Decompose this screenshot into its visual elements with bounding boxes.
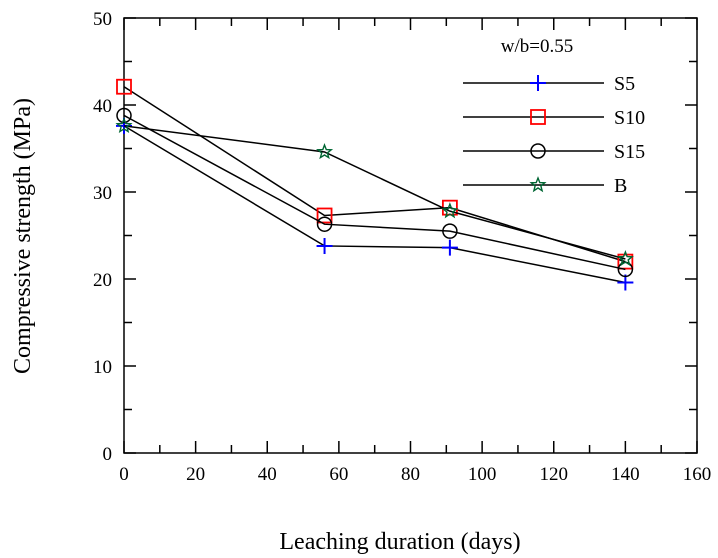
data-point-square xyxy=(316,207,333,224)
legend-label: S15 xyxy=(614,141,645,163)
data-point-star xyxy=(616,250,634,267)
x-tick-label: 20 xyxy=(186,464,205,485)
x-tick-label: 100 xyxy=(468,464,497,485)
series-line xyxy=(123,114,626,271)
legend-item-b: B xyxy=(463,175,627,197)
x-tick-label: 40 xyxy=(258,464,277,485)
y-tick-label: 40 xyxy=(93,96,112,117)
legend-label: S10 xyxy=(614,107,645,129)
plot-frame xyxy=(123,17,698,454)
data-point-square xyxy=(617,253,634,270)
x-axis-label: Leaching duration (days) xyxy=(279,529,520,555)
legend-item-s15: S15 xyxy=(463,141,645,163)
legend-marker xyxy=(530,75,546,91)
legend-item-s10: S10 xyxy=(463,107,645,129)
legend-item-s5: S5 xyxy=(463,73,635,95)
series-b xyxy=(115,116,634,267)
legend: w/b=0.55 S5 S10 S15 B xyxy=(463,36,645,197)
series-line xyxy=(123,125,626,260)
y-tick-label: 10 xyxy=(93,357,112,378)
x-tick-label: 60 xyxy=(329,464,348,485)
series-s15 xyxy=(116,107,634,278)
series-line xyxy=(123,86,626,263)
legend-label: S5 xyxy=(614,73,635,95)
data-point-circle xyxy=(116,107,132,124)
data-point-star xyxy=(115,116,133,134)
x-tick-label: 80 xyxy=(401,464,420,485)
legend-label: B xyxy=(614,175,627,197)
y-tick-label: 0 xyxy=(103,444,113,465)
legend-title: w/b=0.55 xyxy=(501,36,573,57)
series-line xyxy=(123,125,626,284)
x-tick-label: 160 xyxy=(683,464,712,485)
series-s5 xyxy=(116,117,634,291)
legend-marker xyxy=(529,176,547,193)
data-point-star xyxy=(441,202,459,219)
y-tick-label: 50 xyxy=(93,9,112,30)
data-point-star xyxy=(316,143,334,160)
x-tick-label: 0 xyxy=(119,464,129,485)
data-point-plus xyxy=(441,239,458,256)
legend-marker xyxy=(530,143,546,159)
x-tick-label: 120 xyxy=(540,464,569,485)
data-point-circle xyxy=(316,216,333,232)
x-tick-label: 140 xyxy=(611,464,640,485)
data-point-circle xyxy=(442,223,458,239)
y-tick-label: 30 xyxy=(93,183,112,204)
data-point-square xyxy=(116,78,132,95)
data-point-plus xyxy=(316,237,333,254)
legend-marker xyxy=(530,109,546,125)
y-tick-label: 20 xyxy=(93,270,112,291)
y-axis-label: Compressive strength (MPa) xyxy=(10,98,36,374)
